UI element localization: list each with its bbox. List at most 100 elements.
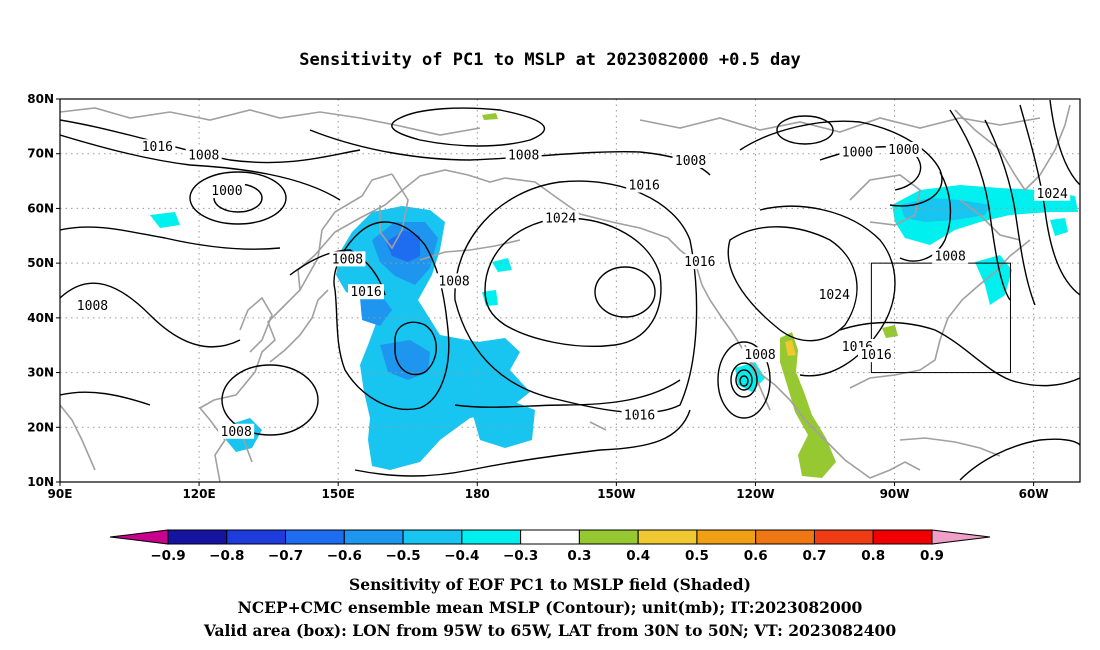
contour-low-mexico-3 [735, 369, 753, 391]
coast-india [60, 404, 96, 471]
colorbar-swatch [343, 529, 404, 545]
colorbar-label: 0.7 [803, 548, 827, 564]
shade-neg-alaska [492, 258, 512, 272]
caption-shading: Sensitivity of EOF PC1 to MSLP field (Sh… [349, 575, 751, 594]
colorbar-swatch [755, 529, 815, 545]
coast-korea [239, 296, 273, 353]
contour-low-pacific-2 [394, 321, 437, 376]
contour-line [949, 109, 1011, 301]
colorbar-label: −0.6 [327, 548, 362, 564]
contour-label: 1000 [842, 146, 873, 161]
contour-label-bg [74, 297, 111, 313]
map-frame [59, 98, 1081, 483]
colorbar-label: 0.8 [861, 548, 885, 564]
colorbar-label: −0.9 [150, 548, 185, 564]
contour-label-bg [672, 152, 709, 168]
coast-alaska [504, 177, 696, 263]
contour-label: 1016 [142, 140, 173, 155]
contour-line [60, 282, 241, 348]
contour-line [739, 120, 943, 207]
map-area: 1016 1008 1000 1008 1008 1008 1016 1008 1008 1016… [59, 98, 1081, 483]
colorbar-swatch [637, 529, 698, 545]
contour-label-bg [505, 147, 542, 163]
coast-japan [269, 289, 329, 363]
colorbar-swatch [402, 529, 463, 545]
contour-label-bg [816, 286, 853, 302]
colorbar-swatch [872, 529, 933, 545]
colorbar-label: 0.5 [685, 548, 709, 564]
contour-label: 1008 [332, 252, 363, 267]
contour-label-bg [208, 183, 245, 199]
contour-label-bg [626, 177, 663, 193]
contour-low-pacific-1 [333, 221, 450, 411]
coast-asia-east [198, 169, 506, 482]
contour-line [959, 438, 1080, 481]
contour-label: 1008 [744, 348, 775, 363]
shade-neg-atlantic-mid [975, 255, 1012, 305]
lat-tick-label: 10N [27, 475, 54, 489]
colorbar-label: 0.3 [567, 548, 591, 564]
contour-label: 1000 [211, 184, 242, 199]
colorbar-label: 0.6 [744, 548, 768, 564]
lon-tick-label: 60W [1019, 487, 1049, 501]
colorbar-label: 0.4 [626, 548, 650, 564]
contour-low-mexico-1 [717, 341, 771, 419]
coast-hudson-bay [849, 174, 921, 226]
contour-line [1049, 99, 1080, 186]
map-gridlines [60, 99, 1080, 482]
contour-low-mexico-2 [730, 362, 758, 398]
contour-line [289, 249, 386, 296]
contour-line [391, 107, 546, 147]
contour-label-bg [348, 284, 384, 300]
contour-label: 1008 [438, 274, 469, 289]
contour-label: 1016 [629, 179, 660, 194]
contour-labels: 1016 1008 1000 1008 1008 1008 1016 1008 1008 1016… [74, 139, 1071, 440]
shade-neg-atlantic-core [900, 198, 990, 222]
contour-label-bg [1034, 185, 1071, 201]
contour-label: 1016 [624, 408, 655, 423]
lat-tick-label: 20N [27, 420, 54, 434]
colorbar-label: −0.7 [268, 548, 303, 564]
colorbar-swatch [285, 529, 345, 545]
colorbar-low-arrow [109, 529, 169, 545]
contour-line [60, 391, 151, 406]
lat-tick-label: 50N [27, 256, 54, 270]
contour-line [354, 409, 691, 477]
shade-neg-core-3 [360, 296, 392, 326]
contour-low-siberia-1 [189, 171, 287, 225]
colorbar-swatch [813, 529, 874, 545]
lat-tick-label: 70N [27, 147, 54, 161]
lat-tick-label: 30N [27, 366, 54, 380]
coast-north-america-west [694, 261, 871, 479]
contour-line [839, 321, 1080, 387]
shade-neg-arctic-small [150, 212, 180, 228]
colorbar-label: −0.5 [385, 548, 420, 564]
contour-line [1019, 104, 1080, 296]
shade-pos-arctic [482, 113, 498, 120]
contour-label: 1024 [1037, 187, 1068, 202]
contour-label-bg [621, 407, 658, 423]
contour-label: 1008 [188, 148, 219, 163]
contour-label: 1024 [545, 211, 576, 226]
colorbar-label: 0.9 [920, 548, 944, 564]
contour-line [727, 226, 858, 342]
colorbar-swatch [461, 529, 522, 545]
coast-us-east [939, 239, 1031, 341]
contour-label-bg [932, 248, 969, 264]
contour-asia-low [221, 364, 319, 436]
contour-line [984, 119, 1036, 306]
lon-tick-label: 150W [597, 487, 635, 501]
colorbar: −0.9 −0.8 −0.7 −0.6 −0.5 −0.4 −0.3 0.3 0.4 0.5 0.6… [109, 529, 991, 564]
shade-pos-mexico-yellow [785, 340, 796, 356]
contour-label-bg [858, 347, 894, 363]
shade-neg-core-4 [380, 340, 430, 380]
contour-line [899, 171, 952, 262]
contour-line [60, 134, 341, 201]
coast-caribbean [899, 437, 1001, 457]
caption-valid-area: Valid area (box): LON from 95W to 65W, L… [203, 621, 897, 640]
colorbar-high-arrow [931, 529, 991, 545]
page-title: Sensitivity of PC1 to MSLP at 2023082000… [299, 50, 801, 70]
shade-neg-core-2 [386, 230, 420, 262]
